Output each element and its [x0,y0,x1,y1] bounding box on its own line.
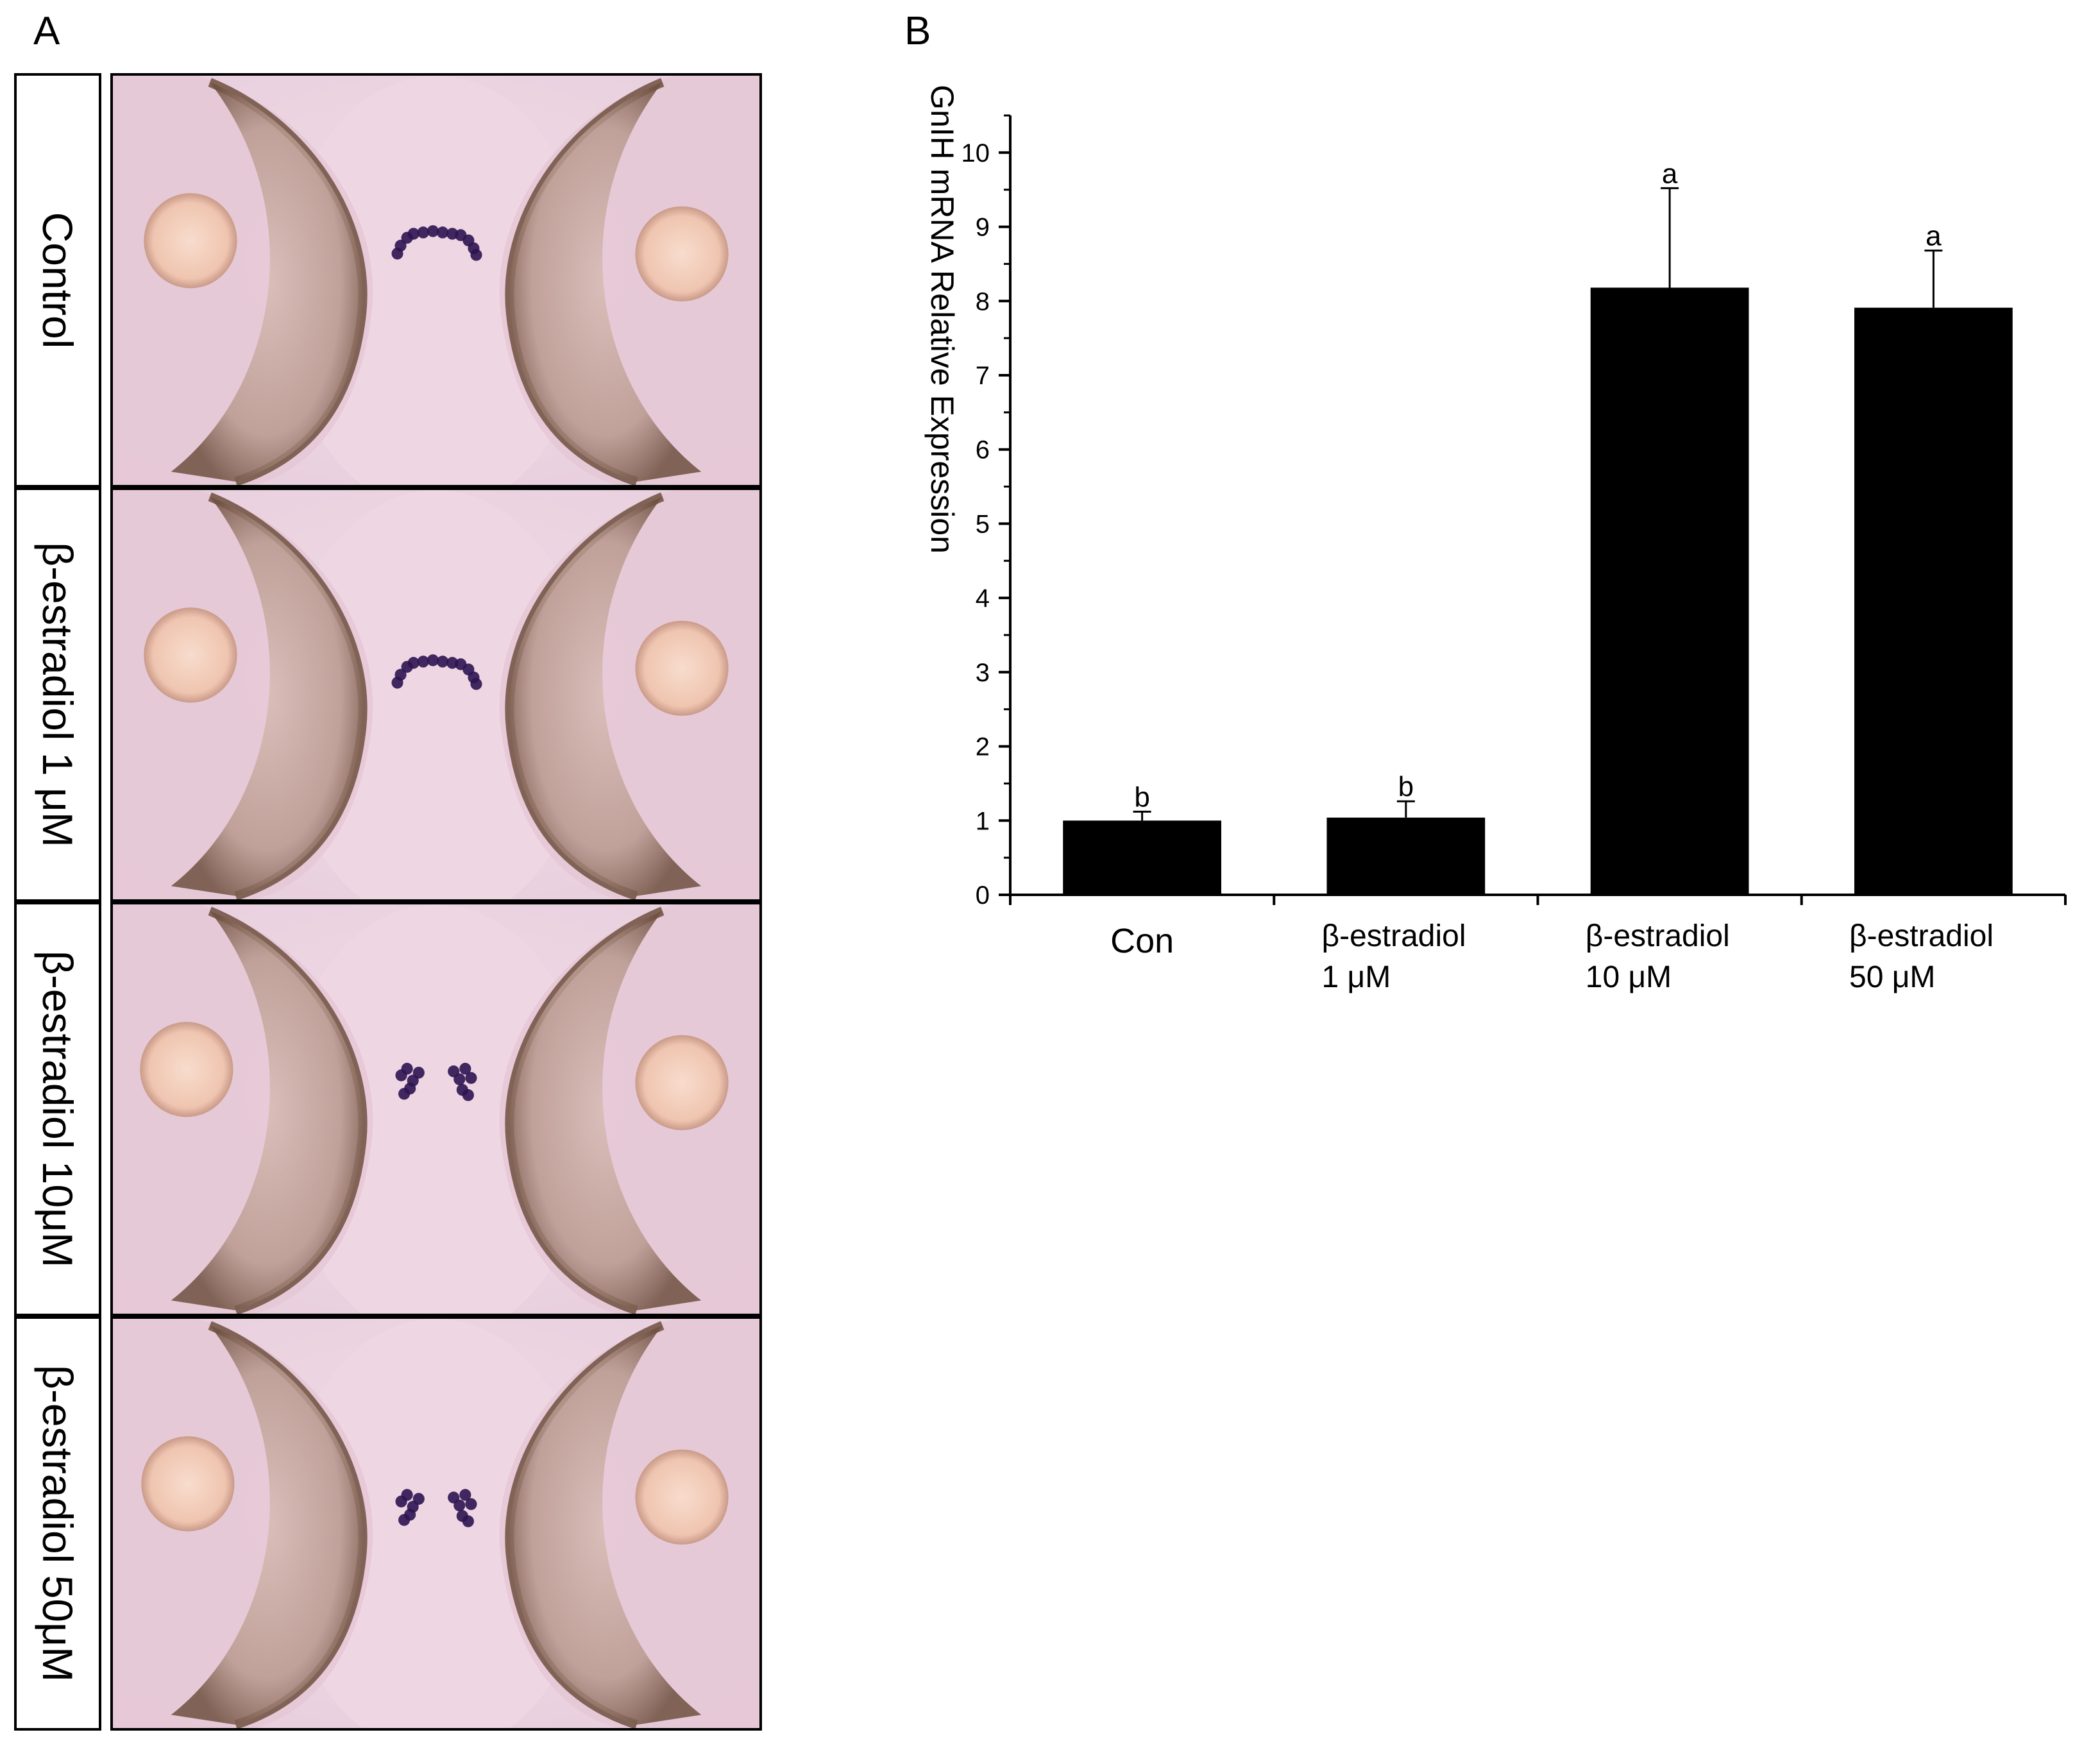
y-tick-label: 3 [976,659,990,687]
y-tick-label: 6 [976,436,990,464]
micrograph-illustration [113,904,759,1314]
y-tick-label: 1 [976,807,990,835]
category-label: Con [1110,922,1174,960]
row-label-10um: β-estradiol 10μM [34,950,81,1268]
micrograph-50um [110,1316,762,1731]
y-tick-label: 8 [976,287,990,316]
category-label: β-estradiol [1322,919,1466,953]
row-label-50um: β-estradiol 50μM [34,1364,81,1682]
row-label-box-1um: β-estradiol 1 μM [14,487,101,902]
y-tick-label: 0 [976,881,990,910]
bar [1326,817,1486,895]
significance-letter: b [1398,771,1414,802]
row-label-1um: β-estradiol 1 μM [34,542,81,847]
significance-letter: b [1134,781,1149,813]
y-tick-label: 2 [976,733,990,761]
y-tick-label: 5 [976,510,990,538]
bar [1590,287,1749,895]
category-label: 1 μM [1322,960,1391,994]
micrograph-illustration [113,76,759,485]
category-label: 10 μM [1586,960,1672,994]
row-label-box-10um: β-estradiol 10μM [14,902,101,1316]
category-label: 50 μM [1849,960,1935,994]
y-tick-label: 4 [976,584,990,613]
micrograph-control [110,73,762,487]
micrograph-1um [110,487,762,902]
panel-b-letter: B [904,9,931,53]
micrograph-10um [110,902,762,1316]
micrograph-illustration [113,1319,759,1728]
panel-b-chart: 0 1 2 3 4 5 6 7 8 9 10 GnIH mRNA Relative Expressio… [892,77,2100,1039]
category-label: β-estradiol [1586,919,1730,953]
row-label-control: Control [34,212,81,349]
category-label: β-estradiol [1849,919,1994,953]
row-label-box-control: Control [14,73,101,487]
bar [1063,820,1221,895]
panel-a-letter: A [33,9,60,53]
y-tick-label: 9 [976,214,990,242]
micrograph-illustration [113,490,759,899]
bar [1854,307,2013,895]
significance-letter: a [1926,221,1942,252]
y-tick-label: 10 [961,139,990,167]
y-tick-label: 7 [976,362,990,390]
row-label-box-50um: β-estradiol 50μM [14,1316,101,1731]
y-axis-label: GnIH mRNA Relative Expression [924,85,960,554]
significance-letter: a [1662,158,1678,189]
